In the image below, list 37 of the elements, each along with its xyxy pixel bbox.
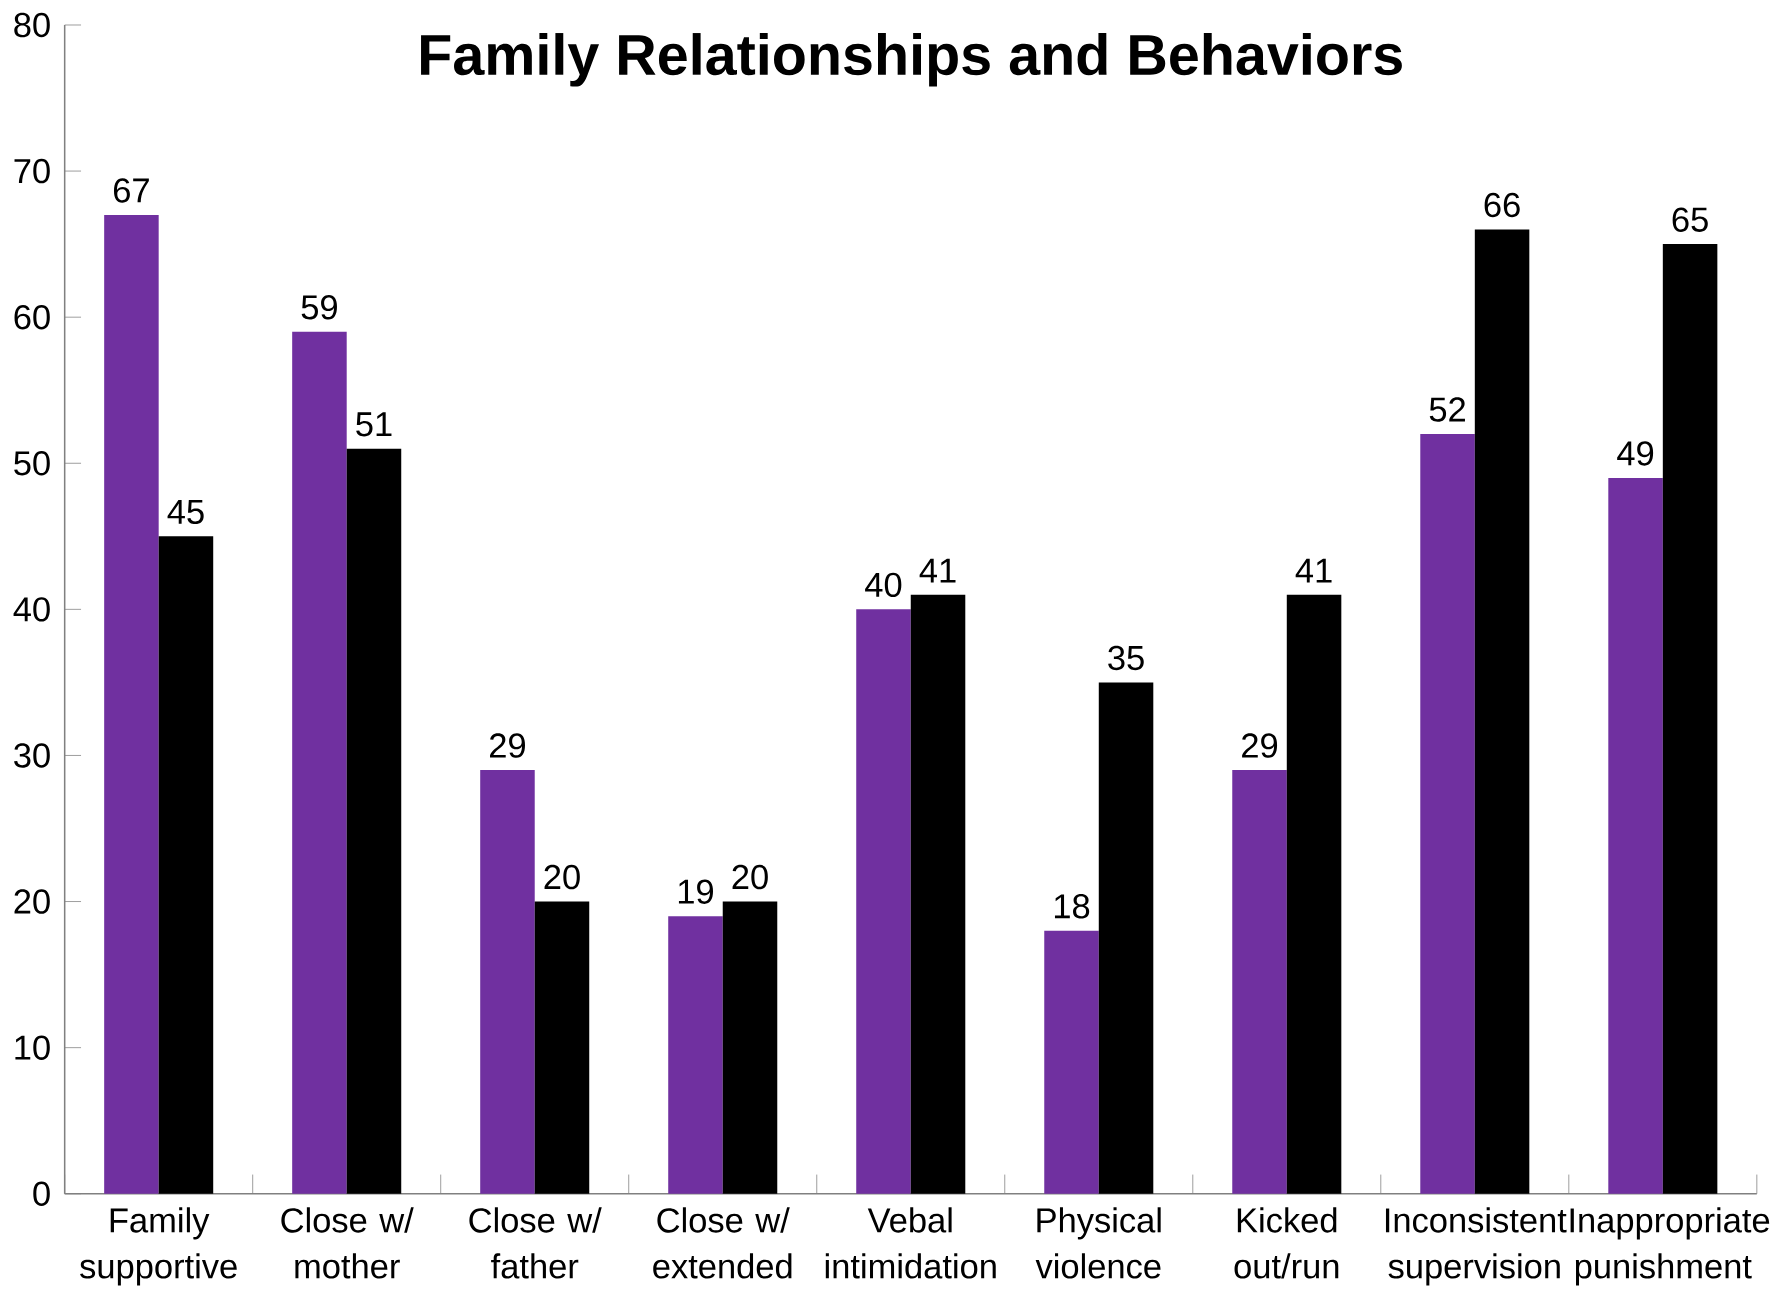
- x-tick-label: Close w/ mother: [281, 1207, 414, 1279]
- data-label: 66: [1484, 192, 1520, 218]
- data-label: 18: [1054, 893, 1090, 919]
- y-tick-label: 70: [14, 158, 50, 184]
- data-label: 65: [1672, 207, 1708, 232]
- y-tick-label: 20: [14, 889, 50, 914]
- x-tick-label: Physical violence: [1035, 1207, 1161, 1279]
- data-label: 52: [1429, 397, 1465, 422]
- x-tick-label: Kicked out/run: [1234, 1207, 1339, 1279]
- x-tick-label: Inconsistent supervision: [1385, 1207, 1567, 1286]
- data-label: 29: [1242, 733, 1278, 758]
- y-tick-label: 40: [13, 597, 50, 622]
- data-label: 19: [678, 879, 714, 904]
- data-label: 49: [1617, 441, 1654, 466]
- y-tick-label: 80: [14, 12, 50, 38]
- data-label: 20: [544, 864, 580, 890]
- data-label: 35: [1108, 645, 1144, 671]
- data-label: 40: [865, 572, 902, 598]
- x-tick-label: Vebal intimidation: [825, 1207, 996, 1279]
- x-tick-label: Inappropriate punishment: [1570, 1207, 1770, 1286]
- y-tick-label: 30: [14, 743, 50, 768]
- data-label: 51: [356, 412, 392, 437]
- data-label: 29: [490, 733, 526, 758]
- data-label: 41: [919, 558, 956, 583]
- x-tick-label: Close w/ extended: [653, 1207, 792, 1279]
- y-tick-label: 10: [15, 1035, 50, 1060]
- chart-title: Family Relationships and Behaviors: [421, 32, 1402, 87]
- x-tick-label: Close w/ father: [469, 1207, 602, 1279]
- x-tick-label: Family supportive: [80, 1207, 237, 1286]
- y-tick-label: 0: [33, 1181, 50, 1206]
- y-tick-label: 50: [14, 450, 50, 476]
- data-label: 59: [301, 294, 337, 320]
- data-label: 41: [1295, 558, 1332, 583]
- data-label: 45: [167, 499, 204, 524]
- y-tick-label: 60: [14, 304, 50, 330]
- data-label: 20: [732, 864, 768, 890]
- data-label: 67: [113, 178, 149, 203]
